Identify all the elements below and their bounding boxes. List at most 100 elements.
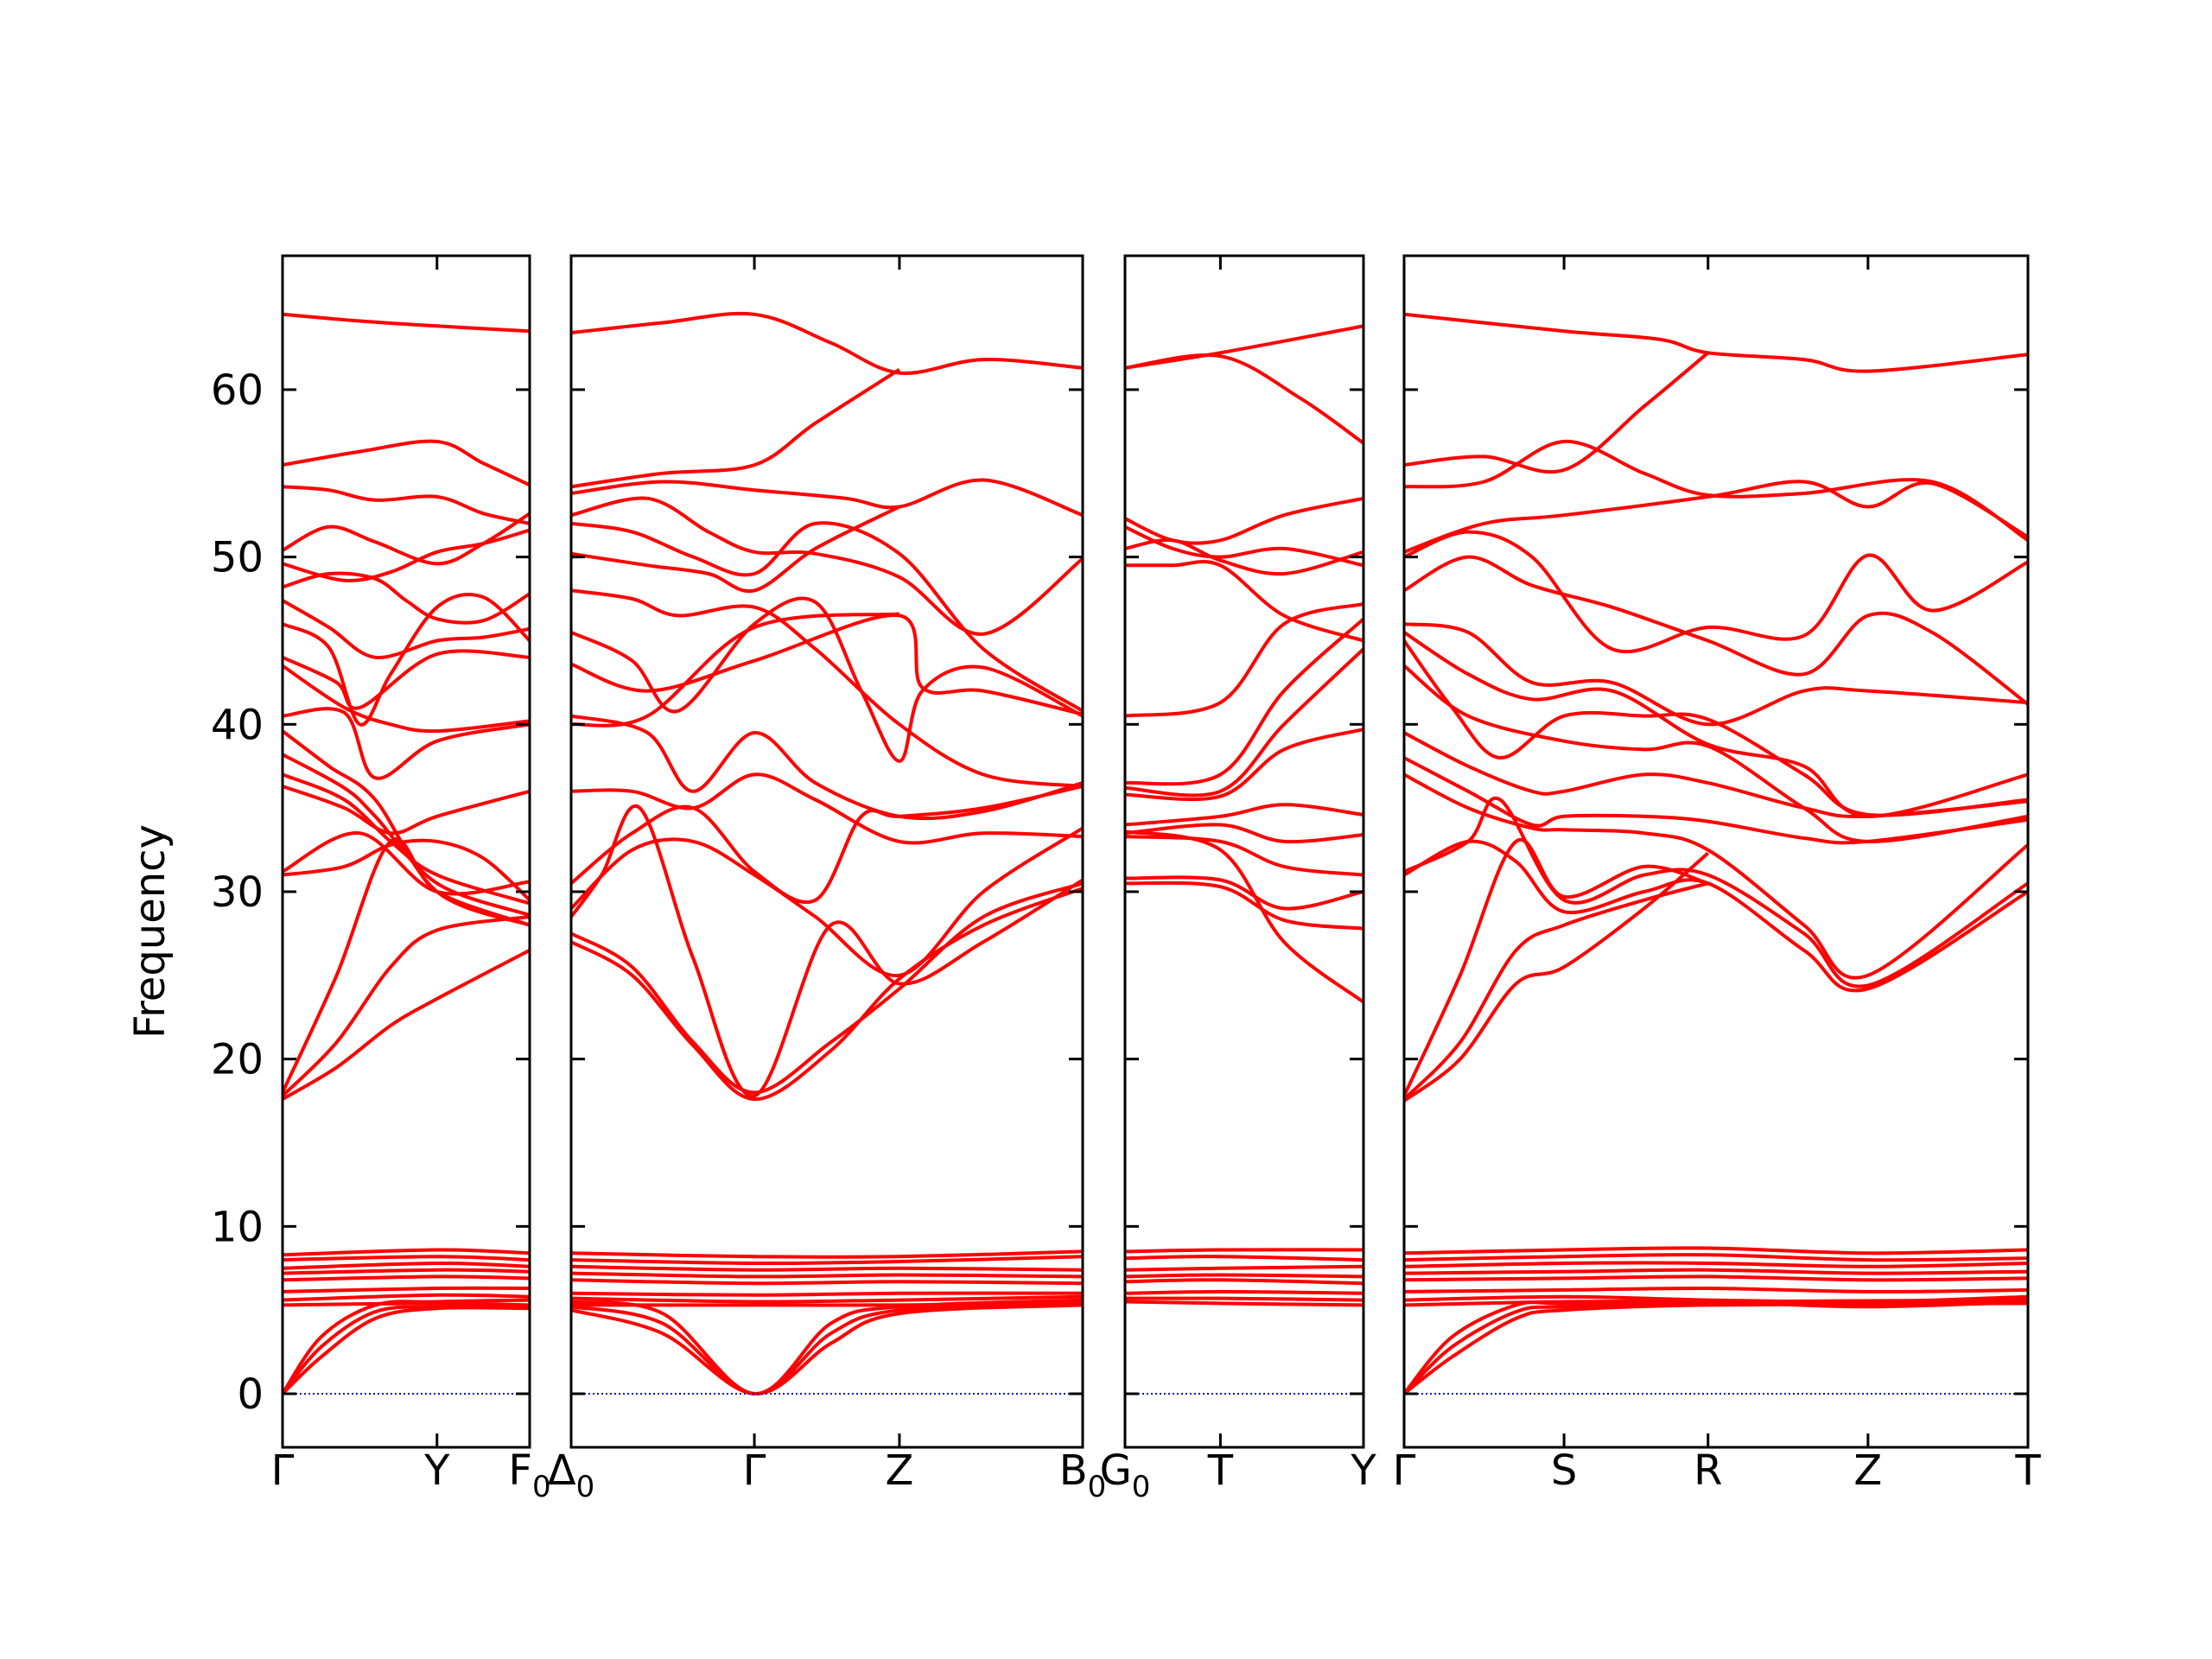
band-line [1404, 839, 2028, 993]
x-tick-label: T [2014, 1446, 2041, 1495]
band-line [1404, 351, 1709, 474]
band-line [283, 512, 530, 566]
band-line [1404, 1253, 2028, 1262]
panel-2-frame [569, 254, 1084, 1449]
band-line [283, 1255, 530, 1262]
band-line [1404, 1298, 2028, 1395]
band-line [571, 1294, 1083, 1304]
band-line [571, 1291, 1083, 1297]
band-line [1125, 601, 1363, 718]
panel-2-bands [571, 311, 1083, 1396]
band-line [571, 1298, 1083, 1396]
x-tick-label: G0 [1100, 1446, 1151, 1504]
band-line [1125, 617, 1363, 786]
x-tick-label: Δ0 [548, 1446, 594, 1504]
band-line [1404, 530, 2028, 654]
band-line [283, 949, 530, 1101]
band-line [571, 785, 1083, 905]
band-line [1125, 1264, 1363, 1272]
band-line [571, 368, 900, 489]
band-line [1125, 1273, 1363, 1279]
x-tick-label: Y [423, 1446, 450, 1495]
band-line [571, 804, 1083, 1098]
band-line [1404, 1301, 2028, 1395]
panel-1-frame [281, 254, 531, 1449]
band-line [283, 729, 530, 927]
band-line [1125, 1289, 1363, 1295]
band-line [283, 1286, 530, 1294]
band-line [283, 831, 530, 896]
band-line [283, 528, 530, 582]
band-line [1125, 1278, 1363, 1286]
panel-1-bands [283, 312, 530, 1395]
band-line [571, 826, 1083, 977]
band-line [1404, 1268, 2028, 1275]
band-line [1404, 1274, 2028, 1282]
x-tick-label: R [1694, 1446, 1722, 1495]
band-line [1125, 1296, 1363, 1302]
band-line [1125, 823, 1363, 844]
band-line [1404, 837, 1709, 1097]
x-tick-label: Z [1853, 1446, 1882, 1495]
band-line [283, 1306, 530, 1395]
band-line [1125, 1255, 1363, 1262]
band-line [1125, 880, 1363, 931]
band-line [1404, 1300, 2028, 1395]
band-line [1404, 731, 2028, 819]
band-line [1404, 1286, 2028, 1294]
band-line [1404, 622, 2028, 727]
x-tick-label: Γ [1393, 1446, 1416, 1495]
y-axis-label: Frequency [126, 824, 175, 1039]
y-tick-label: 0 [237, 1370, 264, 1419]
panel-3-frame [1123, 254, 1365, 1449]
band-line [571, 612, 900, 728]
band-line [571, 772, 1083, 845]
band-line [283, 1293, 530, 1302]
x-tick-label: Y [1350, 1446, 1376, 1495]
band-line [283, 664, 530, 734]
band-line [283, 1261, 530, 1270]
band-line [1404, 439, 2028, 543]
x-tick-label: F0 [508, 1446, 550, 1504]
x-tick-label: T [1207, 1446, 1234, 1495]
band-line [1125, 875, 1363, 911]
band-line [1404, 555, 2028, 706]
band-line [1125, 647, 1363, 798]
panel-4-frame [1402, 254, 2030, 1449]
band-line [1125, 524, 1363, 568]
band-line [1404, 1261, 2028, 1268]
x-tick-label: Γ [743, 1446, 766, 1495]
band-line [1404, 664, 2028, 843]
band-line [283, 1274, 530, 1282]
band-line [283, 439, 530, 487]
band-line [1404, 796, 2028, 988]
band-line [571, 1300, 1083, 1396]
band-line [1125, 803, 1363, 827]
band-line [283, 649, 530, 710]
band-line [571, 1271, 1083, 1279]
band-line [571, 1249, 1083, 1259]
band-line [1125, 728, 1363, 802]
band-line [1125, 560, 1363, 643]
band-line [283, 1298, 530, 1395]
band-line [1404, 1246, 2028, 1255]
band-line [571, 311, 1083, 375]
band-line [1404, 851, 1710, 1103]
band-lines-layer [283, 311, 2028, 1396]
panel-frames-layer [281, 254, 2030, 1449]
band-line [1125, 1248, 1363, 1254]
y-tick-label: 40 [211, 701, 264, 749]
band-line [283, 1303, 530, 1395]
band-line [571, 496, 1083, 636]
band-line [1404, 772, 2028, 980]
band-line [283, 1268, 530, 1275]
band-line [571, 881, 1083, 1095]
band-line [571, 1303, 1083, 1396]
x-tick-label: S [1551, 1446, 1577, 1495]
band-line [283, 838, 530, 902]
band-line [571, 478, 1083, 518]
band-line [283, 593, 530, 727]
y-tick-label: 30 [211, 868, 264, 917]
